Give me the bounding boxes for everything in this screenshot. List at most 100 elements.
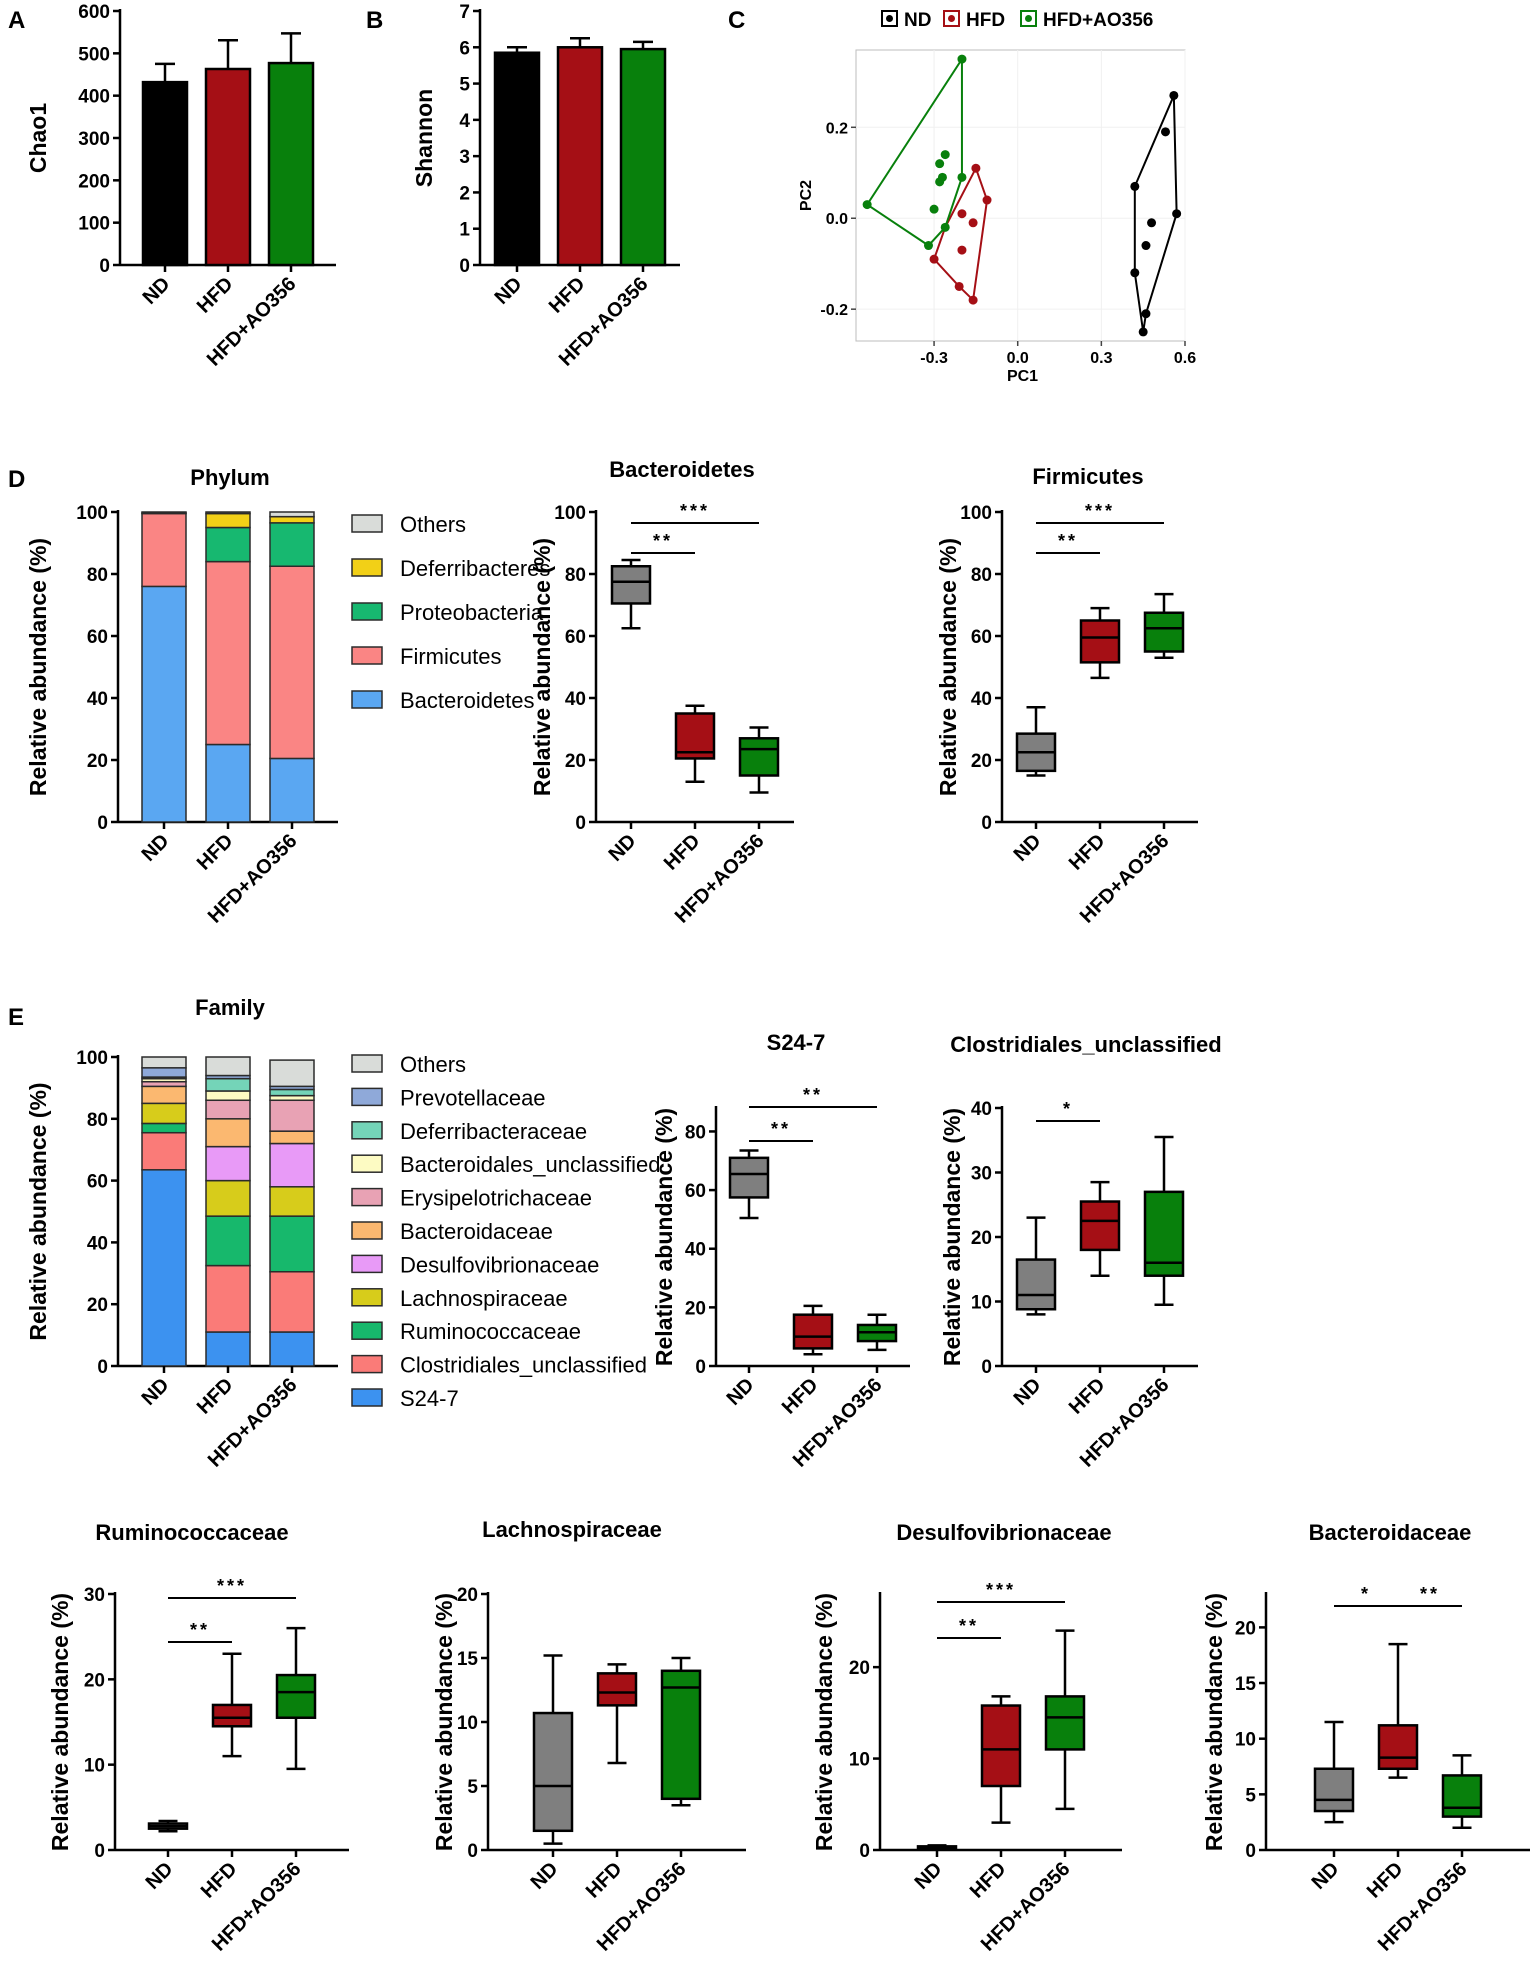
segment-lachnospiraceae-hfd [205, 1179, 251, 1217]
y-tick-label: 80 [87, 1110, 108, 1131]
legend-swatch-ruminococcaceae [351, 1321, 383, 1340]
panel-label-c: C [728, 7, 745, 34]
legend-label-proteobacteria: Proteobacteria [400, 600, 544, 625]
chart-title: Bacteroidaceae [1309, 1520, 1472, 1545]
sig-label: * [1063, 1099, 1073, 1119]
box-hfd [596, 1672, 638, 1707]
x-tick-label-hfd: HFD [778, 1374, 823, 1419]
segment-erysipelotrichaceae-hfd-ao356 [269, 1099, 315, 1132]
legend-label-clostridiales-unclassified: Clostridiales_unclassified [400, 1353, 647, 1378]
x-tick-label-nd: ND [1308, 1858, 1344, 1894]
point-hfd [982, 195, 992, 205]
y-tick-label: 60 [565, 627, 586, 648]
legend-swatch-others [351, 514, 383, 533]
point-hfd [954, 281, 964, 291]
y-tick-label: 0.2 [826, 120, 848, 137]
x-tick-label-hfd: HFD [582, 1858, 627, 1903]
point-hfd-ao356 [957, 172, 967, 182]
point-hfd [968, 218, 978, 228]
y-axis-label: Chao1 [25, 103, 51, 174]
segment-prevotellaceae-nd [141, 1067, 187, 1078]
legend-label-desulfovibrionaceae: Desulfovibrionaceae [400, 1252, 599, 1277]
bar-hfd-ao356 [267, 61, 315, 267]
y-tick-label: 100 [76, 1048, 108, 1069]
segment-desulfovibrionaceae-hfd [205, 1145, 251, 1182]
legend-label-hfd: HFD [966, 10, 1005, 31]
segment-ruminococcaceae-hfd-ao356 [269, 1215, 315, 1273]
box-hfd-ao356 [275, 1673, 317, 1719]
segment-bacteroidetes-nd [141, 585, 187, 823]
y-axis-label: Relative abundance (%) [651, 1108, 677, 1366]
box-nd [1313, 1767, 1355, 1813]
y-tick-label: 4 [459, 111, 470, 132]
x-tick-label-nd: ND [527, 1858, 563, 1894]
y-axis-label: Relative abundance (%) [935, 538, 961, 796]
segment-clostridiales-unclassified-hfd [205, 1264, 251, 1333]
point-hfd-ao356 [940, 222, 950, 232]
segment-clostridiales-unclassified-nd [141, 1131, 187, 1171]
segment-s24-7-nd [141, 1169, 187, 1367]
y-tick-label: 80 [565, 565, 586, 586]
segment-bacteroidaceae-nd [141, 1085, 187, 1105]
point-nd [1172, 209, 1182, 219]
box-hfd-ao356 [1044, 1695, 1086, 1751]
y-tick-label: 100 [960, 503, 992, 524]
box-nd [728, 1156, 770, 1199]
sig-label: ** [803, 1085, 823, 1105]
point-hfd-ao356 [940, 150, 950, 160]
y-tick-label: 0 [459, 256, 470, 277]
chart-e-clos: Clostridiales_unclassified 0 10 20 30 40 * ND HF… [939, 1032, 1222, 1472]
point-nd [1141, 241, 1151, 251]
y-tick-label: 60 [685, 1181, 706, 1202]
point-hfd-ao356 [862, 200, 872, 210]
y-tick-label: 15 [1235, 1674, 1257, 1695]
sig-label: *** [1085, 501, 1115, 521]
legend-label-bacteroidales-unclassified: Bacteroidales_unclassified [400, 1152, 661, 1177]
segment-bacteroidetes-hfd-ao356 [269, 757, 315, 823]
y-tick-label: 20 [1235, 1618, 1256, 1639]
x-tick-label-hfd: HFD [193, 273, 238, 318]
y-tick-label: 0 [859, 1841, 870, 1862]
segment-deferribacteres-hfd-ao356 [269, 515, 315, 524]
segment-lachnospiraceae-nd [141, 1102, 187, 1125]
y-tick-label: 0 [981, 813, 992, 834]
legend-swatch-clostridiales-unclassified [351, 1354, 383, 1374]
sig-label: ** [959, 1616, 979, 1636]
x-tick-label: -0.3 [920, 350, 948, 367]
x-tick-label-hfd: HFD [1065, 830, 1110, 875]
sig-label: ** [1058, 531, 1078, 551]
bar-hfd [204, 67, 252, 267]
segment-deferribacteraceae-hfd [205, 1077, 251, 1092]
legend-label-firmicutes: Firmicutes [400, 644, 501, 669]
segment-bacteroidales-unclassified-hfd [205, 1090, 251, 1102]
box-nd [1015, 1258, 1057, 1311]
chart-title: Phylum [190, 465, 269, 490]
y-tick-label: 20 [971, 1228, 992, 1249]
segment-s24-7-hfd [205, 1331, 251, 1367]
chart-title: Clostridiales_unclassified [950, 1032, 1221, 1057]
legend-label-bacteroidaceae: Bacteroidaceae [400, 1219, 553, 1244]
chart-title: Lachnospiraceae [482, 1517, 662, 1542]
x-tick-label-nd: ND [138, 830, 174, 866]
box-hfd [1079, 1200, 1121, 1252]
panel-label-e: E [8, 1004, 24, 1031]
legend-swatch-bacteroidetes [351, 690, 383, 709]
point-nd [1130, 181, 1140, 191]
y-axis-label: Relative abundance (%) [1201, 1593, 1227, 1851]
box-hfd [674, 712, 716, 760]
x-tick-label-hfd: HFD [966, 1858, 1011, 1903]
sig-label: *** [986, 1580, 1016, 1600]
y-tick-label: 40 [971, 689, 992, 710]
y-tick-label: 20 [685, 1298, 706, 1319]
sig-label: ** [1420, 1584, 1440, 1604]
x-tick-label-nd: ND [1010, 1374, 1046, 1410]
x-tick-label-nd: ND [1010, 830, 1046, 866]
y-tick-label: 40 [971, 1099, 992, 1120]
point-nd [1138, 327, 1148, 337]
